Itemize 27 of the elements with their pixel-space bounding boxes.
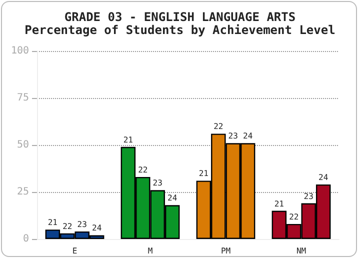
series-label: 22 [62,222,72,231]
text: 24 [318,172,328,182]
text: 23 [77,220,87,229]
x-tick-label: NM [296,246,306,256]
y-tick-label: 75 [16,92,29,104]
x-tick-label: PM [220,246,231,256]
text: 21 [274,199,284,208]
x-tick-label: M [148,246,153,256]
chart-title: GRADE 03 - ENGLISH LANGUAGE ARTS [64,10,296,24]
text: 21 [123,135,133,144]
text: 23 [304,192,314,201]
text: 22 [214,122,224,132]
text: 24 [168,194,178,203]
x-tick-label: E [72,246,78,256]
y-tick-label: 25 [16,186,29,198]
y-tick-label: 100 [10,46,29,56]
series-label: 24 [92,224,102,233]
text: 24 [243,132,253,141]
text: 23 [228,132,238,141]
text: 22 [289,212,299,222]
series-label: 23 [152,178,163,188]
y-tick-label: 0 [22,234,29,244]
series-label: 21 [48,218,58,228]
y-tick-label: 50 [16,140,29,150]
text: 22 [138,165,148,174]
text: 21 [198,169,208,178]
chart-subtitle: Percentage of Students by Achievement Level [24,23,336,37]
